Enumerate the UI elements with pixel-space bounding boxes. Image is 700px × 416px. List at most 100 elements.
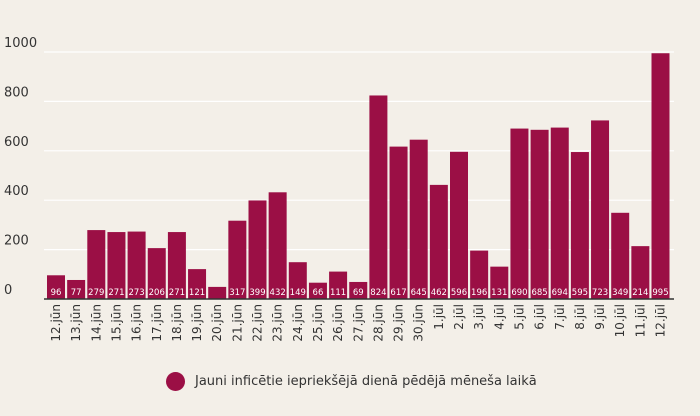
data-label: 399 xyxy=(249,288,265,298)
bar xyxy=(268,192,287,299)
data-label: 596 xyxy=(451,288,467,298)
bar xyxy=(369,95,388,299)
x-tick-label: 11.jūl xyxy=(633,304,647,337)
data-label: 685 xyxy=(531,288,547,298)
data-label: 595 xyxy=(572,288,588,298)
x-tick-label: 12.jūl xyxy=(654,304,668,337)
legend-label: Jauni inficētie iepriekšējā dienā pēdējā… xyxy=(195,374,537,389)
x-tick-label: 15.jūn xyxy=(109,304,123,342)
data-label: 617 xyxy=(390,288,406,298)
bar xyxy=(631,246,650,299)
data-label: 196 xyxy=(471,288,487,298)
x-tick-label: 12.jūn xyxy=(49,304,63,342)
x-tick-label: 1.jūl xyxy=(432,304,446,330)
x-tick-label: 23.jūn xyxy=(271,304,285,342)
bar xyxy=(67,279,86,299)
x-tick-label: 7.jūl xyxy=(553,304,567,330)
x-tick-label: 21.jūn xyxy=(230,304,244,342)
bar xyxy=(470,250,489,299)
bar xyxy=(288,262,307,299)
bar xyxy=(591,120,610,299)
bar xyxy=(651,53,670,299)
bar xyxy=(308,282,327,299)
x-tick-label: 3.jūl xyxy=(472,304,486,330)
y-tick-label: 800 xyxy=(4,85,29,100)
data-label: 273 xyxy=(128,288,144,298)
bar xyxy=(389,146,408,299)
x-tick-label: 25.jūn xyxy=(311,304,325,342)
data-label: 131 xyxy=(491,288,507,298)
data-label: 66 xyxy=(313,288,324,298)
data-label: 96 xyxy=(51,288,62,298)
data-label: 462 xyxy=(431,288,447,298)
bar xyxy=(228,220,247,299)
y-tick-label: 0 xyxy=(4,283,12,298)
x-tick-label: 22.jūn xyxy=(251,304,265,342)
data-label: 111 xyxy=(330,288,346,298)
data-label: 824 xyxy=(370,288,386,298)
bar xyxy=(530,129,549,299)
x-tick-label: 5.jūl xyxy=(512,304,526,330)
x-tick-label: 29.jūn xyxy=(392,304,406,342)
bar xyxy=(429,184,448,299)
x-tick-label: 30.jūn xyxy=(412,304,426,342)
data-label: 694 xyxy=(552,288,568,298)
x-tick-label: 16.jūn xyxy=(130,304,144,342)
bar xyxy=(550,127,569,299)
legend-swatch xyxy=(166,372,185,391)
bar xyxy=(611,212,630,299)
bar xyxy=(329,271,348,299)
data-label: 432 xyxy=(270,288,286,298)
x-tick-label: 9.jūl xyxy=(593,304,607,330)
bar xyxy=(248,200,267,299)
data-label: 69 xyxy=(353,288,364,298)
data-label: 995 xyxy=(652,288,668,298)
x-tick-label: 8.jūl xyxy=(573,304,587,330)
data-label: 206 xyxy=(149,288,165,298)
y-tick-label: 400 xyxy=(4,184,29,199)
x-tick-label: 6.jūl xyxy=(533,304,547,330)
bar xyxy=(188,269,207,299)
bar xyxy=(47,275,65,299)
bar xyxy=(208,286,227,299)
data-label: 214 xyxy=(632,288,648,298)
bar xyxy=(87,230,106,299)
y-tick-label: 600 xyxy=(4,135,29,150)
x-tick-label: 18.jūn xyxy=(170,304,184,342)
x-tick-label: 17.jūn xyxy=(150,304,164,342)
bar xyxy=(127,231,146,299)
data-label: 645 xyxy=(411,288,427,298)
bar xyxy=(147,248,166,299)
x-tick-label: 10.jūl xyxy=(613,304,627,337)
x-tick-label: 28.jūn xyxy=(371,304,385,342)
x-tick-label: 4.jūl xyxy=(492,304,506,330)
data-label: 690 xyxy=(511,288,527,298)
x-tick-label: 27.jūn xyxy=(351,304,365,342)
data-label: 317 xyxy=(229,288,245,298)
data-label: 271 xyxy=(169,288,185,298)
bar xyxy=(570,152,589,299)
bar xyxy=(167,232,186,299)
data-label: 279 xyxy=(88,288,104,298)
y-tick-label: 1000 xyxy=(4,36,37,51)
y-tick-label: 200 xyxy=(4,234,29,249)
data-label: 271 xyxy=(108,288,124,298)
x-tick-label: 24.jūn xyxy=(291,304,305,342)
bar xyxy=(349,281,368,299)
x-tick-label: 19.jūn xyxy=(190,304,204,342)
bar xyxy=(409,139,428,299)
data-label: 723 xyxy=(592,288,608,298)
data-label: 121 xyxy=(189,288,205,298)
bar xyxy=(107,232,126,299)
data-label: 349 xyxy=(612,288,628,298)
x-tick-label: 26.jūn xyxy=(331,304,345,342)
bar xyxy=(510,128,529,299)
x-tick-label: 20.jūn xyxy=(210,304,224,342)
data-label: 149 xyxy=(290,288,306,298)
legend: Jauni inficētie iepriekšējā dienā pēdējā… xyxy=(166,372,537,391)
data-label: 77 xyxy=(71,288,82,298)
x-tick-label: 13.jūn xyxy=(69,304,83,342)
x-tick-label: 2.jūl xyxy=(452,304,466,330)
bar xyxy=(490,266,509,299)
